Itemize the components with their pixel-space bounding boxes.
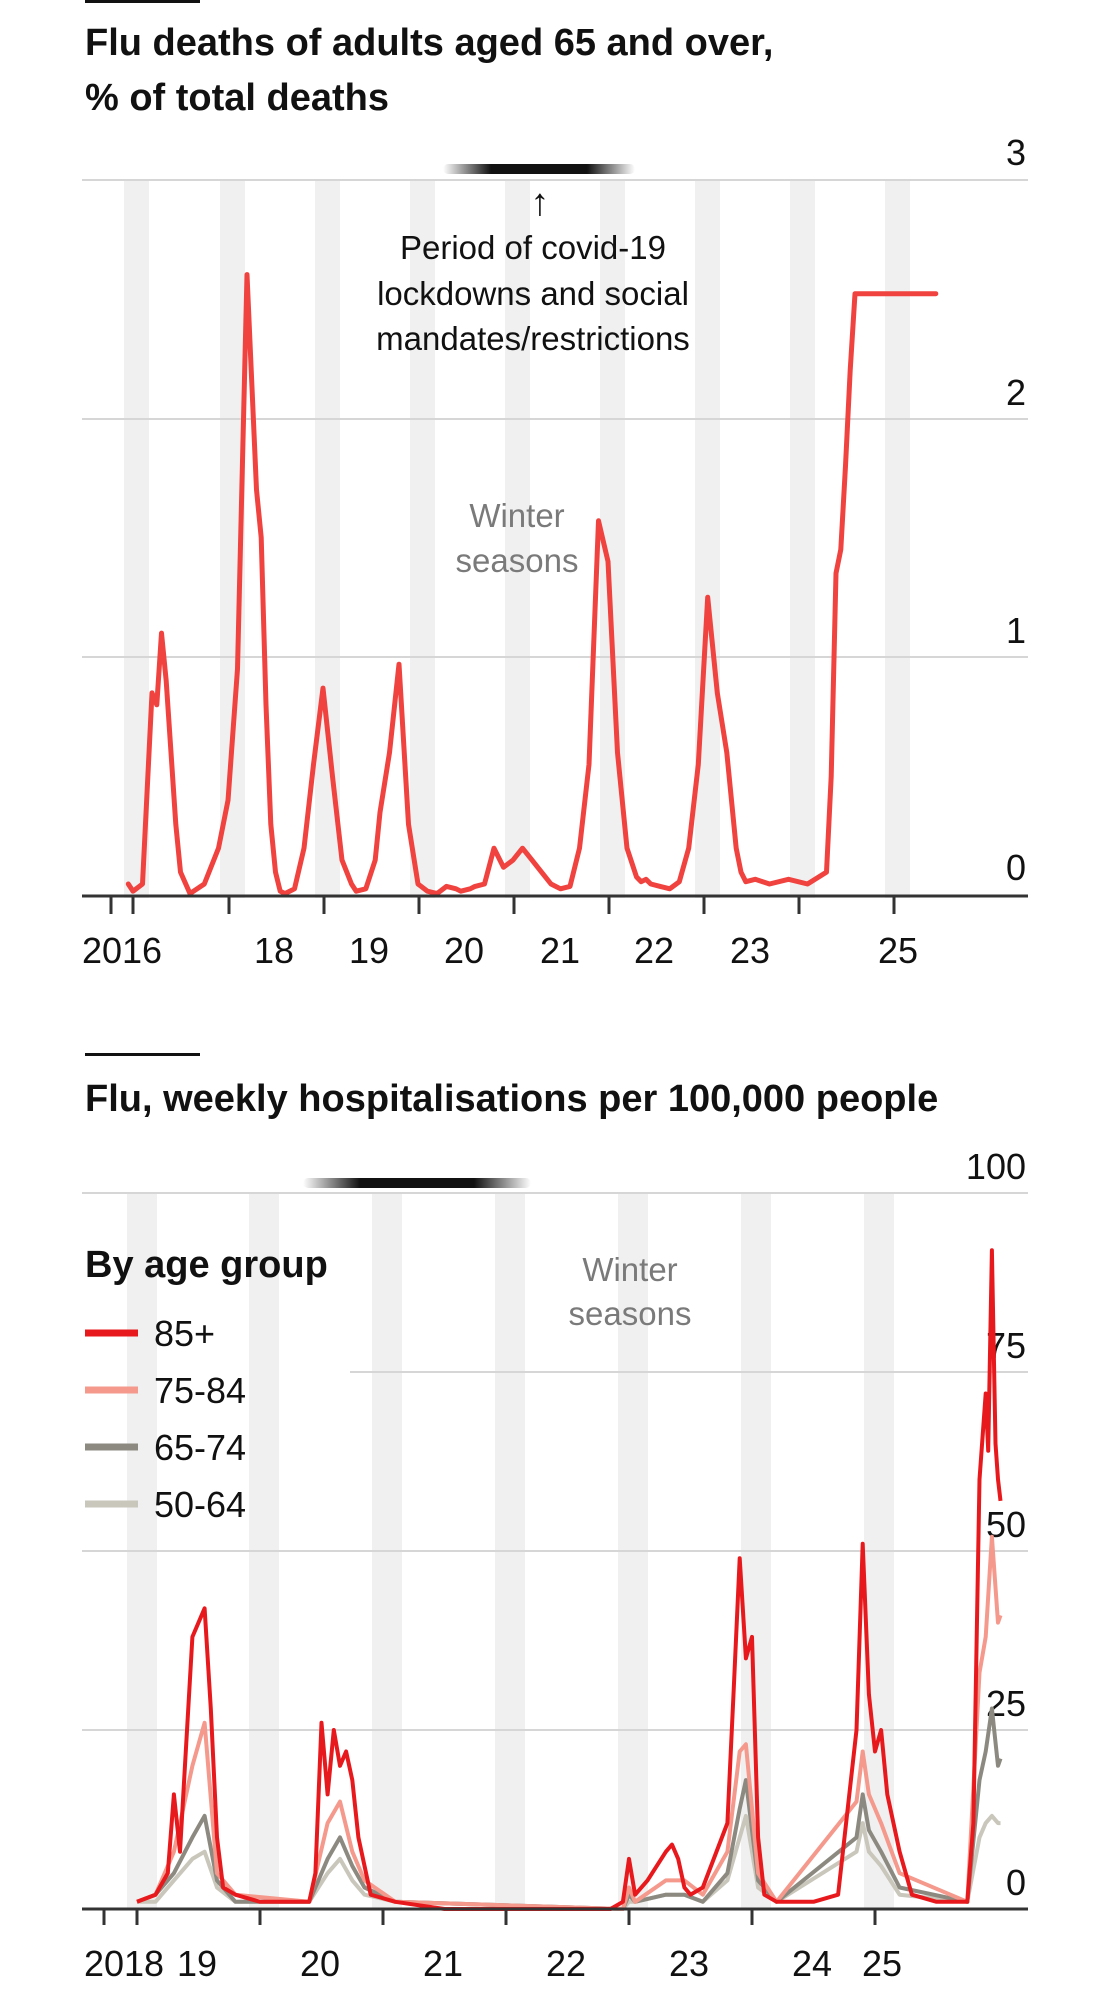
winter-band <box>410 180 435 898</box>
chart-1-winter-label-line-1: Winter <box>469 497 564 534</box>
chart-2: Flu, weekly hospitalisations per 100,000… <box>82 1053 1028 1984</box>
chart-1-winter-label-line-2: seasons <box>456 542 579 579</box>
series-line-65-74 <box>136 1706 1003 1911</box>
y-tick-label: 0 <box>1006 847 1026 888</box>
legend-title: By age group <box>85 1244 328 1286</box>
chart-2-legend: By age group 85+ 75-84 65-74 50-64 <box>85 1244 328 1525</box>
chart-2-gridlines <box>82 1192 1028 1731</box>
y-tick-label: 0 <box>1006 1862 1026 1903</box>
y-tick-label: 100 <box>966 1146 1026 1187</box>
chart-2-winter-label-line-1: Winter <box>582 1251 677 1288</box>
chart-2-series-lines <box>136 1248 1003 1911</box>
chart-2-title: Flu, weekly hospitalisations per 100,000… <box>85 1078 938 1120</box>
winter-band <box>790 180 815 898</box>
chart-2-top-rule <box>85 1053 200 1056</box>
chart-1-x-ticks <box>109 896 896 914</box>
x-tick-label: 22 <box>634 930 674 971</box>
legend-label-50-64: 50-64 <box>154 1484 246 1525</box>
winter-band <box>315 180 340 898</box>
x-tick-label: 19 <box>177 1943 217 1984</box>
x-tick-label: 24 <box>792 1943 832 1984</box>
x-tick-label: 21 <box>540 930 580 971</box>
x-tick-label: 20 <box>444 930 484 971</box>
chart-1-title: Flu deaths of adults aged 65 and over, <box>85 22 773 64</box>
x-tick-label: 2018 <box>84 1943 164 1984</box>
chart-1: Flu deaths of adults aged 65 and over, %… <box>82 0 1028 971</box>
chart-2-lockdown-period-bar <box>303 1178 531 1188</box>
x-tick-label: 25 <box>862 1943 902 1984</box>
chart-2-winter-label-line-2: seasons <box>569 1295 692 1332</box>
legend-label-85-plus: 85+ <box>154 1313 215 1354</box>
chart-1-top-rule <box>85 0 200 3</box>
legend-label-75-84: 75-84 <box>154 1370 246 1411</box>
chart-2-x-ticks <box>102 1909 877 1925</box>
x-tick-label: 19 <box>349 930 389 971</box>
chart-1-winter-bands <box>124 180 910 898</box>
x-tick-label: 21 <box>423 1943 463 1984</box>
chart-1-annotation-line-2: lockdowns and social <box>377 275 689 312</box>
chart-1-annotation-line-3: mandates/restrictions <box>376 320 690 357</box>
legend-label-65-74: 65-74 <box>154 1427 246 1468</box>
x-tick-label: 23 <box>730 930 770 971</box>
x-tick-label: 2016 <box>82 930 162 971</box>
chart-1-series-line <box>125 272 939 897</box>
y-tick-label: 1 <box>1006 610 1026 651</box>
winter-band <box>695 180 720 898</box>
series-line-85-plus <box>136 1248 1003 1911</box>
winter-band <box>124 180 149 898</box>
winter-band <box>885 180 910 898</box>
winter-band <box>505 180 530 898</box>
y-tick-label: 3 <box>1006 132 1026 173</box>
x-tick-label: 20 <box>300 1943 340 1984</box>
chart-1-lockdown-period-bar <box>443 164 635 174</box>
x-tick-label: 23 <box>669 1943 709 1984</box>
x-tick-label: 22 <box>546 1943 586 1984</box>
y-tick-label: 2 <box>1006 372 1026 413</box>
chart-1-annotation-arrow: ↑ <box>531 182 550 224</box>
chart-1-annotation-line-1: Period of covid-19 <box>400 229 666 266</box>
chart-1-subtitle: % of total deaths <box>85 77 389 119</box>
x-tick-label: 25 <box>878 930 918 971</box>
x-tick-label: 18 <box>254 930 294 971</box>
